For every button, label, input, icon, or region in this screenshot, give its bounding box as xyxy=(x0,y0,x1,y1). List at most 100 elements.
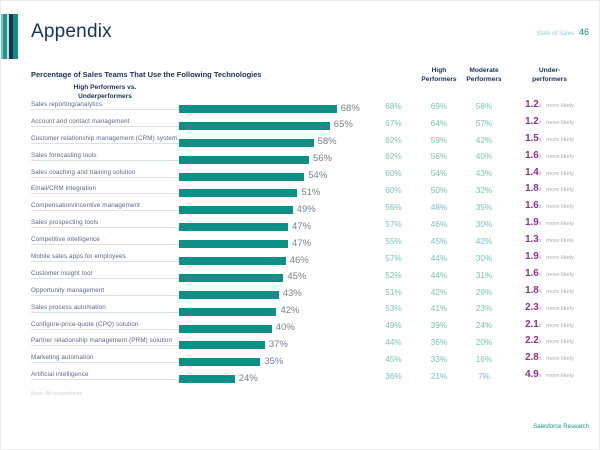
usage-bar xyxy=(179,290,279,299)
table-row: Mobile sales apps for employees 46% 57% … xyxy=(31,247,593,266)
multiplier-suffix: more likely xyxy=(546,255,574,262)
multiplier-suffix: more likely xyxy=(546,238,574,245)
under-performers-value: 43% xyxy=(475,169,493,179)
multiplier-suffix: more likely xyxy=(546,305,574,312)
multiplier-number: 1.6 xyxy=(525,200,539,212)
usage-bar xyxy=(179,324,272,333)
technology-label: Sales forecasting tools xyxy=(31,152,179,161)
multiplier-x: x xyxy=(538,187,542,194)
technology-label: Sales coaching and training solution xyxy=(31,169,179,178)
usage-value: 37% xyxy=(268,338,288,350)
multiplier-x: x xyxy=(538,305,542,312)
multiplier-number: 1.5 xyxy=(525,132,539,144)
high-performers-value: 53% xyxy=(385,304,402,314)
table-row: Account and contact management 65% 67% 6… xyxy=(31,112,593,130)
multiplier-value: 1.6x more likely xyxy=(506,146,593,162)
multiplier-value: 1.9x more likely xyxy=(506,247,593,263)
table-row: Compensation/incentive management 49% 56… xyxy=(31,196,593,215)
multiplier-suffix: more likely xyxy=(546,221,574,228)
usage-bar xyxy=(179,240,289,249)
multiplier-value: 1.8x more likely xyxy=(506,179,593,195)
multiplier-value: 1.4x more likely xyxy=(506,163,593,179)
multiplier-suffix: more likely xyxy=(546,153,574,160)
multiplier-x: x xyxy=(538,373,542,380)
under-performers-value: 35% xyxy=(475,203,493,213)
under-performers-value: 40% xyxy=(475,152,493,162)
multiplier-number: 1.4 xyxy=(525,166,539,178)
multiplier-number: 1.8 xyxy=(525,183,539,195)
moderate-performers-value: 41% xyxy=(430,304,448,314)
multiplier-x: x xyxy=(538,271,542,278)
column-header-high-performers: High Performers xyxy=(421,67,457,83)
technology-label: Sales reporting/analytics xyxy=(31,101,179,110)
under-performers-value: 20% xyxy=(475,338,493,348)
multiplier-x: x xyxy=(538,255,542,262)
moderate-performers-value: 50% xyxy=(430,186,448,196)
chart-title: Percentage of Sales Teams That Use the F… xyxy=(31,70,262,80)
multiplier-suffix: more likely xyxy=(546,288,574,295)
multiplier-x: x xyxy=(538,119,542,126)
multiplier-x: x xyxy=(538,221,542,228)
technology-label: Sales prospecting tools xyxy=(31,219,179,229)
moderate-performers-value: 46% xyxy=(430,220,448,230)
moderate-performers-value: 21% xyxy=(430,372,448,382)
usage-bar xyxy=(179,341,265,350)
page-title: Appendix xyxy=(31,21,112,42)
multiplier-number: 4.9 xyxy=(525,369,539,381)
multiplier-x: x xyxy=(538,288,542,295)
high-performers-value: 60% xyxy=(385,186,402,196)
multiplier-value: 2.2x more likely xyxy=(506,331,593,347)
base-footnote: Base: All respondents xyxy=(31,391,83,397)
high-performers-value: 36% xyxy=(385,372,402,382)
multiplier-suffix: more likely xyxy=(546,119,574,126)
technology-label: Customer relationship management (CRM) s… xyxy=(31,134,179,144)
table-row: Sales forecasting tools 56% 62% 56% 40% … xyxy=(31,146,593,164)
moderate-performers-value: 42% xyxy=(430,287,448,297)
multiplier-number: 1.2 xyxy=(525,99,539,110)
multiplier-suffix: more likely xyxy=(546,187,574,194)
table-row: Customer relationship management (CRM) s… xyxy=(31,129,593,147)
multiplier-suffix: more likely xyxy=(546,339,574,346)
technology-label: Account and contact management xyxy=(31,118,179,127)
chart-rows: Sales reporting/analytics 68% 68% 69% 58… xyxy=(31,95,593,384)
table-row: Configure-price-quote (CPQ) solution 40%… xyxy=(31,315,593,334)
usage-value: 68% xyxy=(340,102,360,114)
technology-label: Competitive intelligence xyxy=(31,236,179,246)
moderate-performers-value: 45% xyxy=(430,236,448,246)
multiplier-x: x xyxy=(538,322,542,329)
usage-bar xyxy=(179,138,314,147)
usage-value: 46% xyxy=(289,254,309,266)
table-row: Sales reporting/analytics 68% 68% 69% 58… xyxy=(31,95,593,114)
under-performers-value: 7% xyxy=(478,372,490,382)
high-performers-value: 68% xyxy=(385,101,402,111)
brand-name: State of Sales xyxy=(536,31,574,37)
table-row: Customer insight tool 45% 52% 44% 31% 1.… xyxy=(31,264,593,283)
usage-bar xyxy=(179,206,293,215)
usage-value: 45% xyxy=(287,271,307,283)
moderate-performers-value: 59% xyxy=(430,135,448,145)
usage-value: 42% xyxy=(280,305,300,317)
usage-value: 51% xyxy=(301,186,321,198)
multiplier-value: 1.5x more likely xyxy=(506,129,593,145)
high-performers-value: 52% xyxy=(385,270,402,280)
technology-label: Artificial intelligence xyxy=(31,371,179,381)
usage-bar xyxy=(179,223,289,232)
multiplier-x: x xyxy=(538,153,542,160)
multiplier-x: x xyxy=(538,170,542,177)
high-performers-value: 44% xyxy=(385,338,402,348)
multiplier-suffix: more likely xyxy=(546,170,574,177)
multiplier-number: 1.6 xyxy=(525,149,539,161)
table-row: Opportunity management 43% 51% 42% 29% 1… xyxy=(31,281,593,299)
multiplier-x: x xyxy=(538,136,542,143)
multiplier-number: 2.3 xyxy=(525,301,539,313)
technology-label: Partner relationship management (PRM) so… xyxy=(31,337,179,347)
under-performers-value: 30% xyxy=(475,253,493,263)
state-of-sales-logo xyxy=(1,14,18,59)
usage-value: 40% xyxy=(275,322,295,334)
usage-value: 54% xyxy=(308,170,328,182)
multiplier-x: x xyxy=(538,103,542,109)
multiplier-x: x xyxy=(538,339,542,346)
multiplier-value: 1.2x more likely xyxy=(506,95,593,111)
usage-bar xyxy=(179,172,305,181)
high-performers-value: 49% xyxy=(385,321,402,331)
